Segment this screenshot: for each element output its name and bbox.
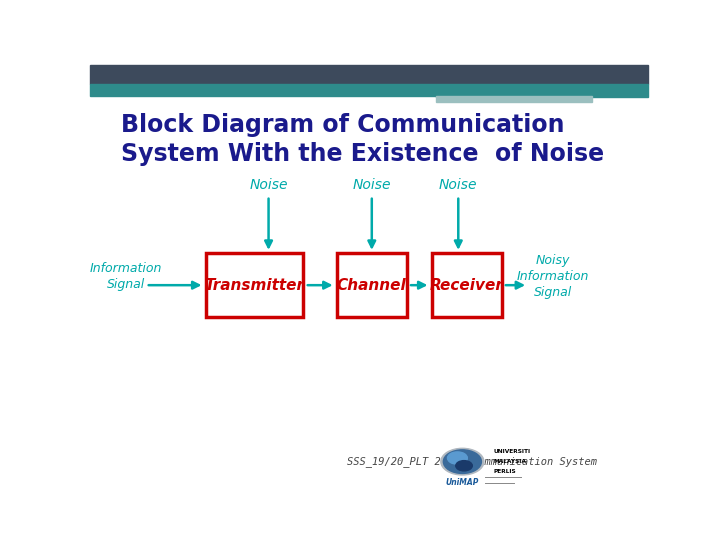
Bar xyxy=(90,84,436,96)
Circle shape xyxy=(456,461,472,471)
Text: Channel: Channel xyxy=(337,278,407,293)
Text: SSS_19/20_PLT 208 – Communication System: SSS_19/20_PLT 208 – Communication System xyxy=(347,456,597,467)
Text: Transmitter: Transmitter xyxy=(204,278,305,293)
Text: MALAYSIA: MALAYSIA xyxy=(493,459,526,464)
Text: UniMAP: UniMAP xyxy=(446,478,479,487)
Circle shape xyxy=(448,452,467,464)
Bar xyxy=(337,253,407,318)
Circle shape xyxy=(444,450,482,474)
Bar xyxy=(436,97,593,102)
Text: UNIVERSITI: UNIVERSITI xyxy=(493,449,530,454)
Text: Information
Signal: Information Signal xyxy=(90,262,163,292)
Text: Block Diagram of Communication: Block Diagram of Communication xyxy=(121,113,564,137)
Text: System With the Existence  of Noise: System With the Existence of Noise xyxy=(121,142,604,166)
Text: Noise: Noise xyxy=(439,178,477,192)
Text: Noise: Noise xyxy=(353,178,391,192)
Bar xyxy=(436,84,648,97)
Bar xyxy=(206,253,303,318)
Text: Receiver: Receiver xyxy=(430,278,503,293)
Bar xyxy=(432,253,502,318)
Text: Noise: Noise xyxy=(249,178,288,192)
Circle shape xyxy=(441,448,484,475)
Text: PERLIS: PERLIS xyxy=(493,469,516,475)
Text: Noisy
Information
Signal: Noisy Information Signal xyxy=(517,254,590,299)
Bar xyxy=(90,65,648,84)
